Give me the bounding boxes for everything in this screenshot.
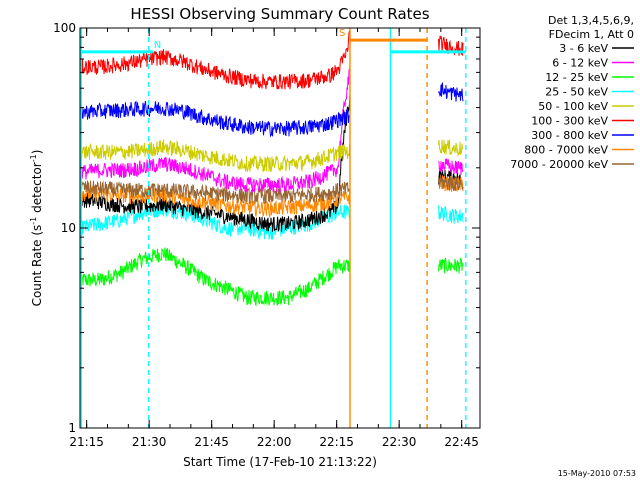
x-axis-label: Start Time (17-Feb-10 21:13:22) xyxy=(183,455,377,469)
legend-label: 25 - 50 keV xyxy=(545,86,608,99)
timestamp: 15-May-2010 07:53 xyxy=(558,469,636,478)
plot-area: NS xyxy=(79,28,467,428)
y-tick-label: 10 xyxy=(61,221,76,235)
series-line-4 xyxy=(79,139,464,173)
x-tick-label: 21:45 xyxy=(194,435,229,449)
x-tick-label: 22:45 xyxy=(444,435,479,449)
y-axis-ticks: 1 10 100 xyxy=(53,21,480,435)
x-axis-ticks: 21:15 21:30 21:45 22:00 22:15 22:30 22:45 xyxy=(69,28,479,449)
x-tick-label: 21:30 xyxy=(132,435,167,449)
flag-label-1: N xyxy=(154,40,161,51)
series-line-8 xyxy=(79,174,464,204)
chart-title: HESSI Observing Summary Count Rates xyxy=(130,5,429,23)
legend: Det 1,3,4,5,6,9,FDecim 1, Att 03 - 6 keV… xyxy=(510,14,634,171)
x-tick-label: 21:15 xyxy=(69,435,104,449)
y-tick-label: 100 xyxy=(53,21,76,35)
legend-label: 7000 - 20000 keV xyxy=(510,158,608,171)
legend-label: 300 - 800 keV xyxy=(531,129,608,142)
y-tick-label: 1 xyxy=(68,421,76,435)
series-line-6 xyxy=(79,81,464,138)
x-tick-label: 22:00 xyxy=(257,435,292,449)
x-tick-label: 22:30 xyxy=(382,435,417,449)
legend-label: 6 - 12 keV xyxy=(552,57,608,70)
legend-header-line: FDecim 1, Att 0 xyxy=(549,28,634,41)
legend-label: 12 - 25 keV xyxy=(545,71,608,84)
series-line-2 xyxy=(79,247,464,307)
legend-label: 50 - 100 keV xyxy=(538,100,608,113)
legend-header-line: Det 1,3,4,5,6,9, xyxy=(548,14,634,27)
x-tick-label: 22:15 xyxy=(319,435,354,449)
legend-label: 100 - 300 keV xyxy=(531,115,608,128)
legend-label: 3 - 6 keV xyxy=(559,42,608,55)
plot-frame xyxy=(79,27,481,429)
legend-label: 800 - 7000 keV xyxy=(524,144,608,157)
series-line-3 xyxy=(79,202,464,241)
flag-label-2: S xyxy=(339,28,345,39)
y-axis-label: Count Rate (s-1 detector-1) xyxy=(29,150,44,307)
series-line-1 xyxy=(79,68,464,193)
